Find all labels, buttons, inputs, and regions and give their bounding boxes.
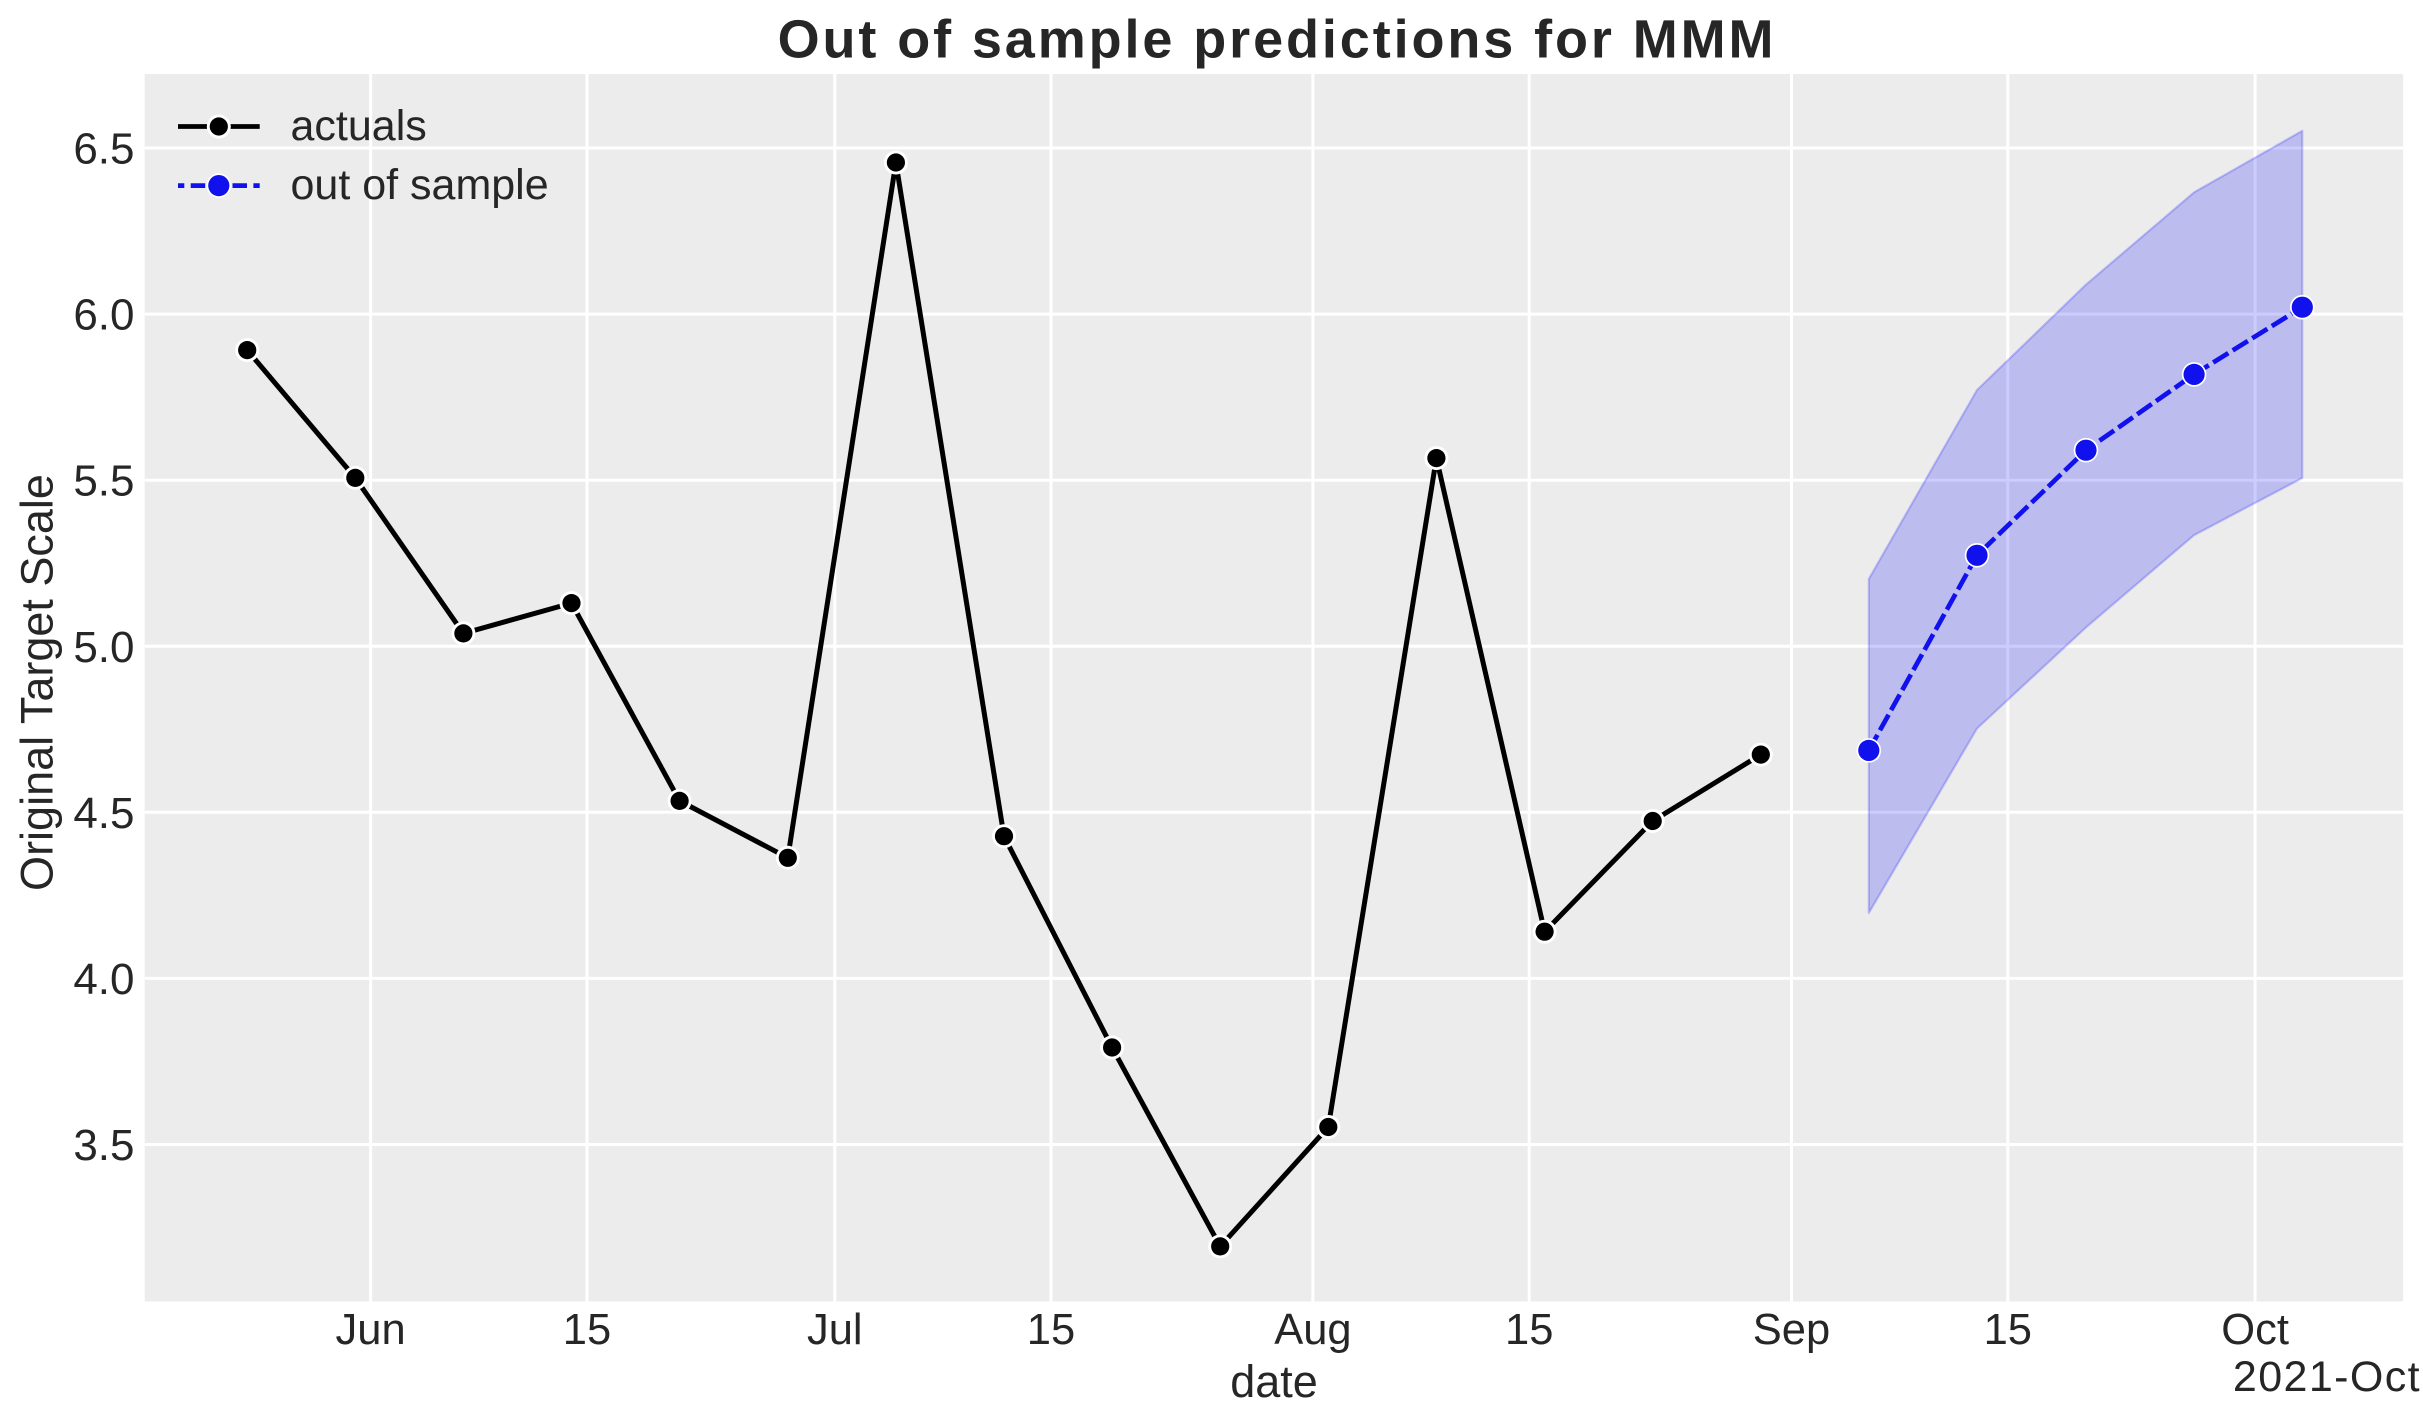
svg-text:15: 15 [1984, 1306, 2032, 1354]
svg-text:Jun: Jun [336, 1306, 406, 1354]
svg-text:3.5: 3.5 [73, 1121, 134, 1170]
svg-text:Sep: Sep [1753, 1306, 1830, 1354]
svg-text:15: 15 [563, 1306, 611, 1354]
svg-text:2021-Oct: 2021-Oct [2233, 1353, 2421, 1401]
svg-text:Aug: Aug [1274, 1306, 1351, 1354]
svg-text:15: 15 [1505, 1306, 1553, 1354]
svg-text:4.0: 4.0 [73, 955, 134, 1004]
svg-text:Jul: Jul [807, 1306, 863, 1354]
svg-text:6.0: 6.0 [73, 291, 134, 340]
svg-text:Out of sample predictions for: Out of sample predictions for MMM [778, 10, 1777, 70]
svg-text:6.5: 6.5 [73, 125, 134, 174]
svg-text:15: 15 [1027, 1306, 1075, 1354]
svg-text:Original Target Scale: Original Target Scale [12, 474, 63, 891]
svg-text:4.5: 4.5 [73, 789, 134, 838]
svg-text:5.0: 5.0 [73, 623, 134, 672]
svg-text:date: date [1230, 1356, 1318, 1407]
svg-text:out of sample: out of sample [291, 161, 549, 209]
svg-text:actuals: actuals [291, 102, 427, 150]
svg-text:5.5: 5.5 [73, 457, 134, 506]
svg-text:Oct: Oct [2221, 1306, 2289, 1354]
